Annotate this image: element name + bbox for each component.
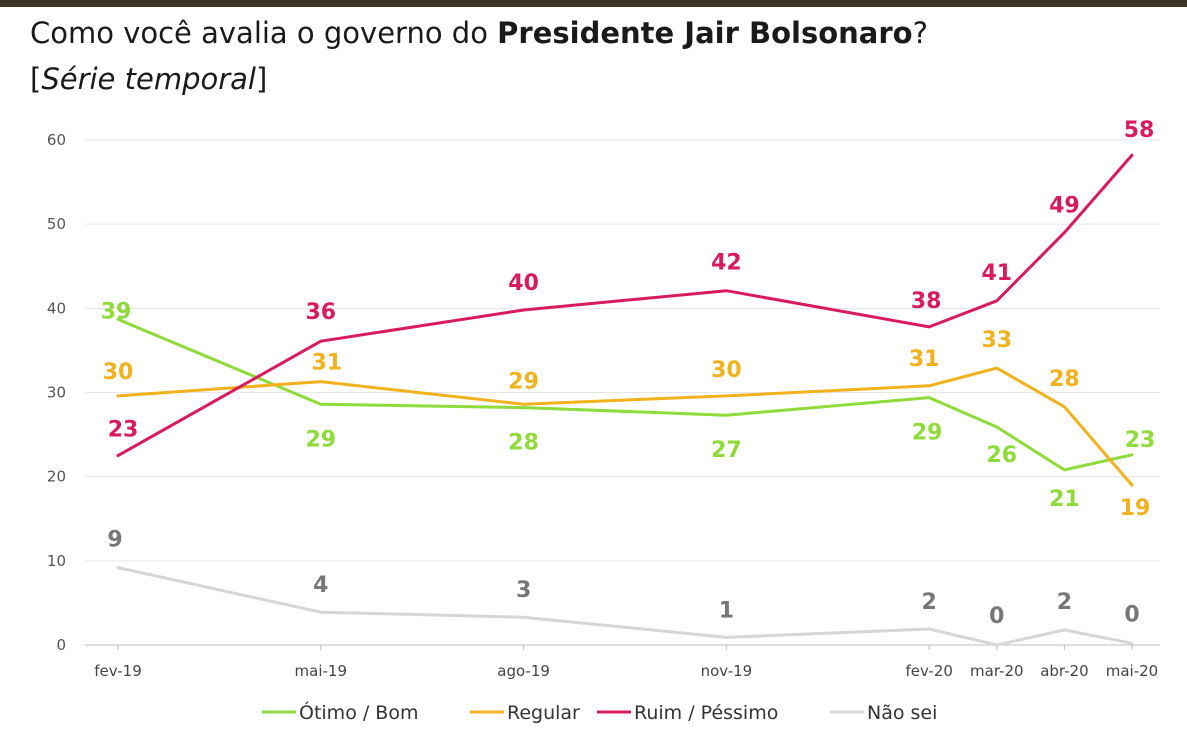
data-label-naosei-nov-19: 1 xyxy=(719,598,734,623)
subtitle-italic: Série temporal xyxy=(41,62,256,96)
data-label-naosei-fev-19: 9 xyxy=(107,528,122,553)
data-label-ruim-mai-19: 36 xyxy=(305,300,336,325)
subtitle-close: ] xyxy=(255,62,268,96)
data-label-naosei-mai-20: 0 xyxy=(1124,602,1139,627)
data-label-otimo-ago-19: 28 xyxy=(508,431,539,456)
data-label-naosei-fev-20: 2 xyxy=(922,590,937,615)
series-line-regular xyxy=(116,366,1134,487)
data-label-ruim-ago-19: 40 xyxy=(508,271,539,296)
data-label-otimo-nov-19: 27 xyxy=(711,438,742,463)
data-label-regular-mai-20: 19 xyxy=(1120,496,1151,521)
legend-label-regular: Regular xyxy=(507,702,580,724)
data-label-naosei-mar-20: 0 xyxy=(989,604,1004,629)
x-tick-label-fev-19: fev-19 xyxy=(94,662,141,680)
data-label-otimo-mai-20: 23 xyxy=(1125,428,1156,453)
y-tick-label: 10 xyxy=(47,552,66,570)
data-label-naosei-mai-19: 4 xyxy=(313,573,328,598)
data-label-otimo-mai-19: 29 xyxy=(305,427,336,452)
legend-label-otimo: Ótimo / Bom xyxy=(299,700,418,724)
data-label-regular-mar-20: 33 xyxy=(981,328,1012,353)
chart-subtitle: [Série temporal] xyxy=(30,62,267,96)
data-label-otimo-fev-19: 39 xyxy=(101,299,132,324)
y-tick-label: 0 xyxy=(56,636,66,654)
title-prefix: Como você avalia o governo do xyxy=(30,16,498,50)
data-label-ruim-fev-20: 38 xyxy=(911,289,942,314)
x-tick-label-abr-20: abr-20 xyxy=(1040,662,1088,680)
legend-label-ruim: Ruim / Péssimo xyxy=(634,702,778,724)
y-tick-label: 60 xyxy=(47,131,66,149)
x-tick-label-mai-19: mai-19 xyxy=(295,662,347,680)
title-suffix: ? xyxy=(912,16,928,50)
data-label-ruim-fev-19: 23 xyxy=(108,418,139,443)
data-label-ruim-abr-20: 49 xyxy=(1049,194,1080,219)
series-line-naosei xyxy=(116,566,1134,647)
data-label-ruim-mar-20: 41 xyxy=(981,261,1012,286)
data-label-otimo-mar-20: 26 xyxy=(986,443,1017,468)
legend-label-naosei: Não sei xyxy=(867,702,937,724)
y-tick-label: 20 xyxy=(47,468,66,486)
x-tick-label-mar-20: mar-20 xyxy=(970,662,1024,680)
y-tick-label: 50 xyxy=(47,215,66,233)
title-bold: Presidente Jair Bolsonaro xyxy=(497,16,913,50)
data-label-naosei-ago-19: 3 xyxy=(516,578,531,603)
data-label-naosei-abr-20: 2 xyxy=(1057,590,1072,615)
data-label-otimo-abr-20: 21 xyxy=(1049,487,1080,512)
data-label-regular-mai-19: 31 xyxy=(311,351,342,376)
series-line-otimo xyxy=(116,317,1134,472)
data-label-regular-ago-19: 29 xyxy=(508,369,539,394)
x-tick-label-nov-19: nov-19 xyxy=(701,662,753,680)
series-line-ruim xyxy=(116,153,1134,458)
data-label-regular-fev-19: 30 xyxy=(103,360,134,385)
y-tick-label: 30 xyxy=(47,384,66,402)
data-label-ruim-mai-20: 58 xyxy=(1124,118,1155,143)
data-label-ruim-nov-19: 42 xyxy=(711,251,742,276)
x-tick-label-ago-19: ago-19 xyxy=(497,662,550,680)
data-label-regular-abr-20: 28 xyxy=(1049,367,1080,392)
x-tick-label-fev-20: fev-20 xyxy=(905,662,952,680)
y-tick-label: 40 xyxy=(47,299,66,317)
data-label-otimo-fev-20: 29 xyxy=(912,421,943,446)
top-bar xyxy=(0,0,1187,7)
data-label-regular-nov-19: 30 xyxy=(711,358,742,383)
data-label-regular-fev-20: 31 xyxy=(909,347,940,372)
subtitle-open: [ xyxy=(30,62,42,96)
x-tick-label-mai-20: mai-20 xyxy=(1106,662,1158,680)
chart-title: Como você avalia o governo do Presidente… xyxy=(30,16,928,50)
